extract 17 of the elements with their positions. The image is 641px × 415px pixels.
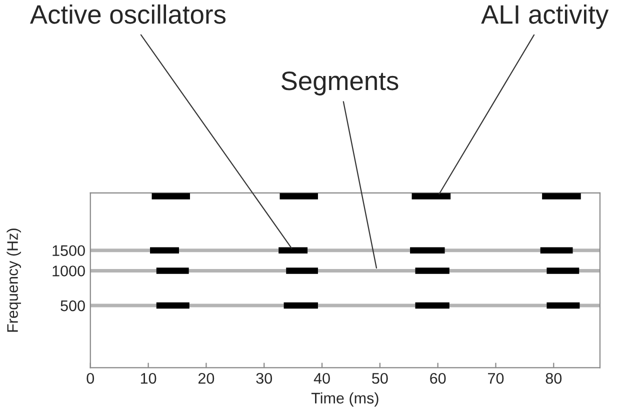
- x-tick-label: 60: [430, 372, 446, 384]
- x-tick-label: 80: [546, 372, 562, 384]
- x-tick-label: 0: [86, 372, 94, 384]
- annotation: ALI activity: [481, 4, 609, 30]
- x-tick-label: 30: [256, 372, 272, 384]
- annotation: Active oscillators: [30, 4, 226, 24]
- y-tick-label: 1500: [52, 245, 85, 256]
- y-tick-label: 1000: [52, 266, 85, 276]
- x-tick-label: 50: [372, 372, 388, 384]
- x-tick-label: 40: [314, 372, 330, 384]
- x-axis-title: Time (ms): [311, 392, 378, 407]
- y-axis-title: Frequency (Hz): [6, 228, 21, 332]
- annotation: Segments: [282, 72, 398, 96]
- x-tick-label: 70: [488, 372, 504, 384]
- y-tick-label: 500: [60, 300, 85, 312]
- x-tick-label: 20: [198, 372, 214, 384]
- x-tick-label: 10: [140, 372, 156, 384]
